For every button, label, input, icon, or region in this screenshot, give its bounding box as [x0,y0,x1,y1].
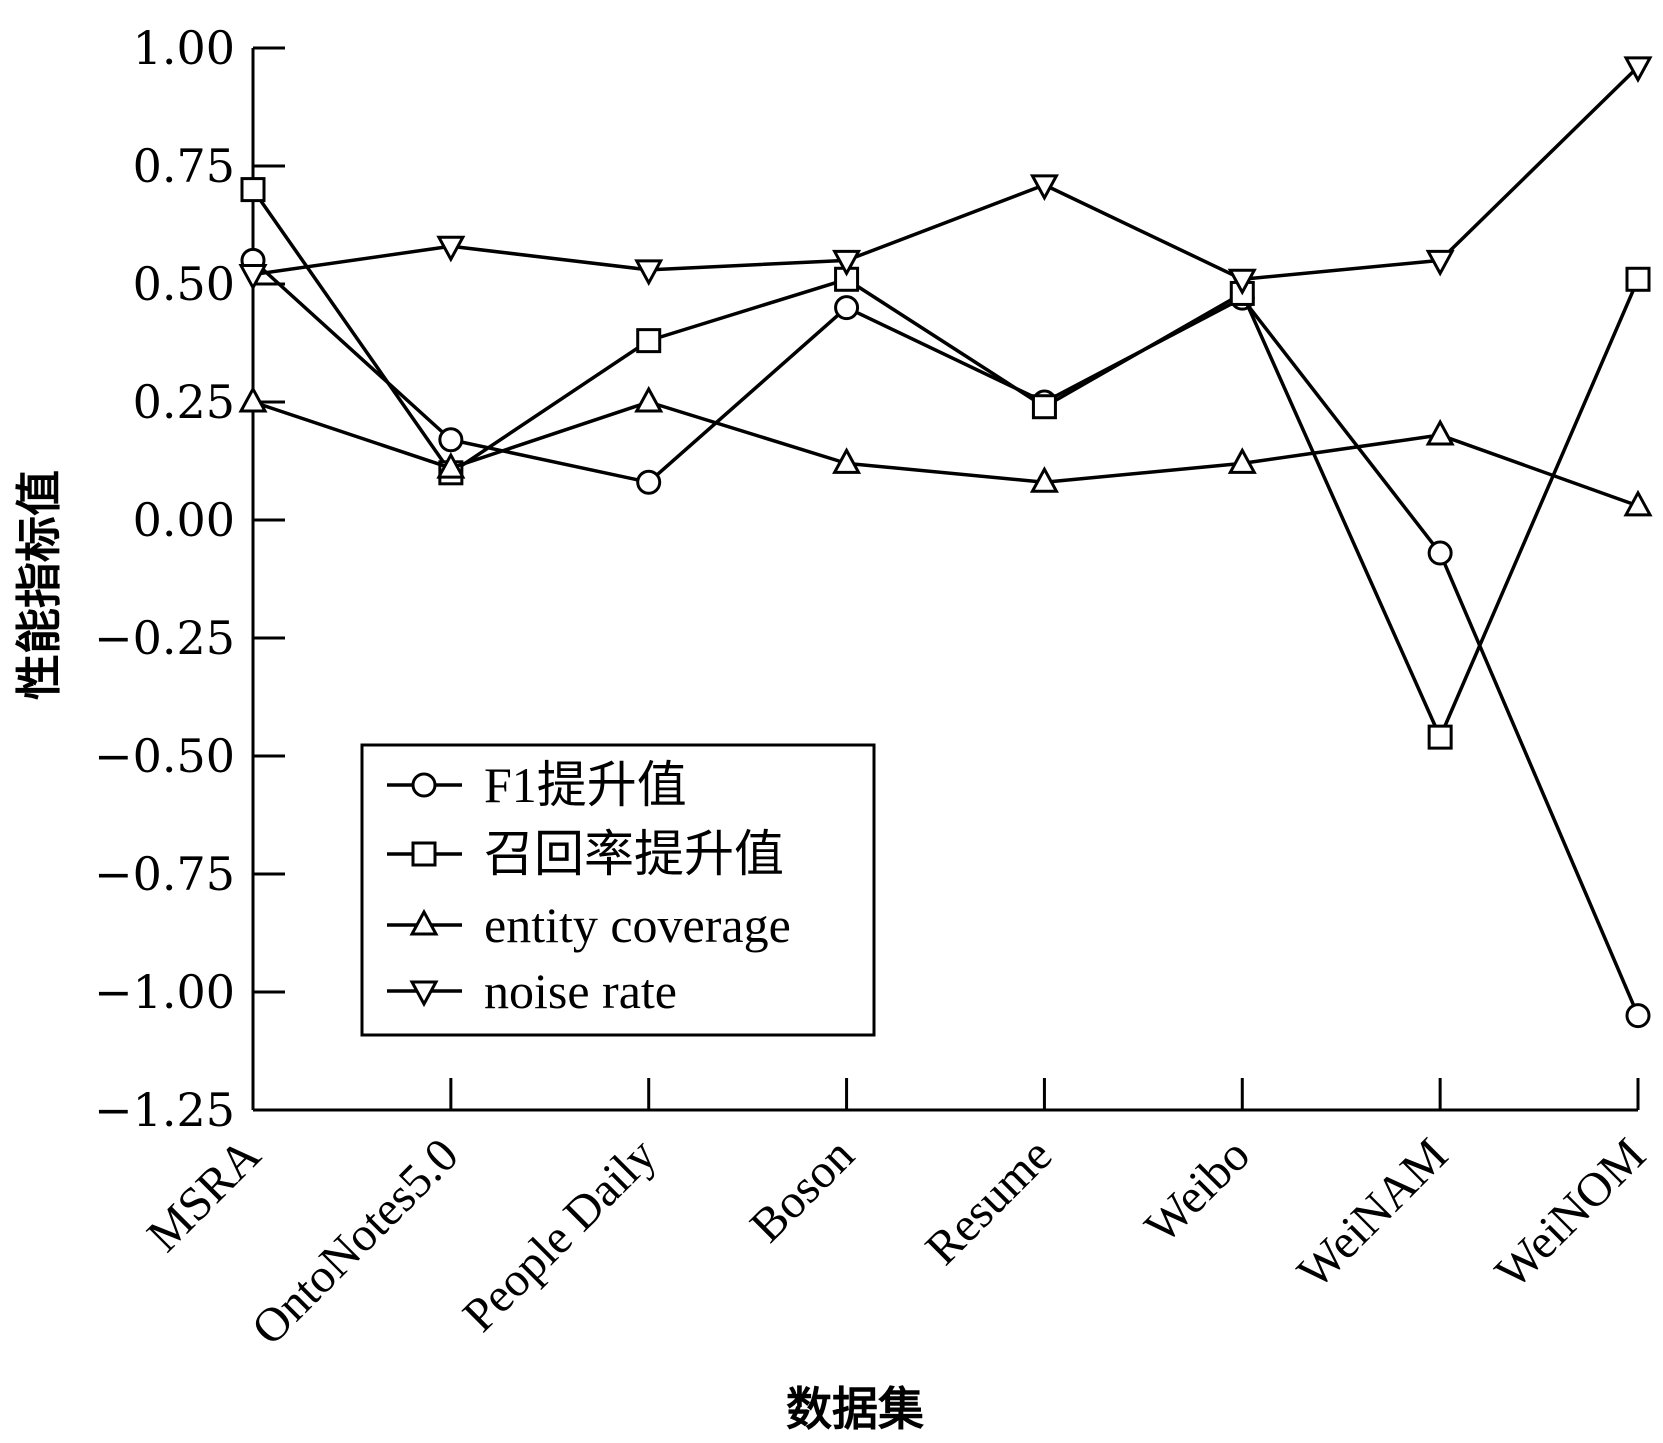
y-axis-title: 性能指标值 [12,470,66,700]
series-line [252,65,1640,282]
y-tick-label: 0.75 [133,139,235,193]
data-point [1427,724,1453,750]
series-line [251,188,1640,739]
x-tick-label: OntoNotes5.0 [242,1128,469,1355]
legend-box [360,743,876,1037]
legend-marker [409,908,439,936]
data-point [436,235,466,263]
x-tick-label: People Daily [453,1128,667,1342]
data-point [238,385,268,413]
data-point [634,385,664,413]
data-point [1029,174,1059,202]
data-point [1425,418,1455,446]
data-point [832,447,862,474]
data-point [1029,466,1059,493]
x-tick-label: MSRA [137,1128,271,1262]
legend-marker [411,841,437,867]
y-tick-label: −0.75 [94,847,235,901]
y-tick-label: −1.25 [94,1083,235,1137]
axes [251,48,1638,1112]
data-point [636,328,662,354]
series-line [251,259,1640,1017]
x-tick-label: Boson [740,1128,864,1252]
legend-label: F1提升值 [484,757,687,813]
data-point [1623,56,1653,84]
data-point [832,249,862,277]
data-point [238,264,268,291]
x-tick-label: WeiNOM [1485,1128,1655,1298]
y-tick-label: 0.25 [133,375,235,429]
data-point [438,427,464,453]
series-group [238,56,1653,1029]
data-point [634,259,664,286]
series-4 [238,56,1653,296]
data-point [636,469,662,495]
data-point [834,295,860,321]
x-tick-label: Resume [915,1128,1062,1275]
y-tick-label: 0.50 [133,257,235,311]
legend-label: noise rate [484,963,677,1019]
series-line [252,400,1639,508]
data-point [1031,394,1057,420]
data-point [1425,249,1455,277]
y-tick-label: −0.25 [94,611,235,665]
legend-marker [411,772,437,798]
x-axis-title: 数据集 [786,1382,924,1436]
y-tick-label: 0.00 [133,493,235,547]
y-tick-label: −0.50 [94,729,235,783]
data-point [1227,447,1257,474]
data-point [1625,266,1651,292]
y-tick-label: −1.00 [94,965,235,1019]
legend-marker [409,980,439,1008]
legend-label: entity coverage [484,897,791,953]
y-ticks: 1.00 0.75 0.50 0.25 0.00 −0.25 −0.50 −0.75 −1.00… [94,21,285,1137]
x-tick-label: Weibo [1135,1128,1260,1253]
data-point [240,177,266,203]
legend-label: 召回率提升值 [484,826,784,882]
data-point [1227,268,1257,296]
data-point [1625,1003,1651,1029]
y-tick-label: 1.00 [133,21,235,75]
x-tick-label: WeiNAM [1287,1128,1457,1298]
data-point [1427,540,1453,566]
series-3 [238,385,1653,517]
data-point [436,451,466,479]
data-point [1623,489,1653,517]
